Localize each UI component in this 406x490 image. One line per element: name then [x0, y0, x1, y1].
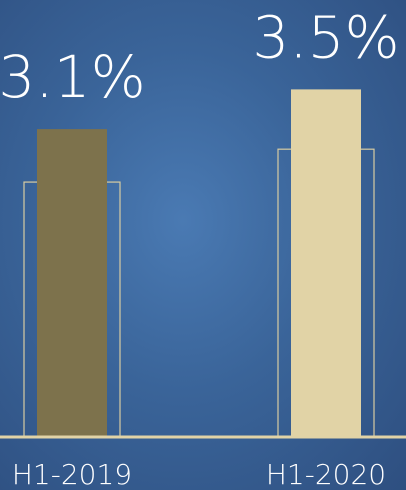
bar-h1-2020 — [291, 89, 361, 438]
data-label-h1-2019: 3.1% — [0, 43, 146, 111]
data-label-group: 3.1% 3.5% — [0, 3, 400, 111]
bar-h1-2019 — [37, 129, 107, 437]
data-label-h1-2020: 3.5% — [252, 3, 399, 71]
category-label-group: H1-2019 H1-2020 — [12, 458, 386, 490]
bar-group — [37, 89, 361, 438]
category-label-h1-2019: H1-2019 — [12, 458, 132, 490]
category-label-h1-2020: H1-2020 — [266, 458, 386, 490]
